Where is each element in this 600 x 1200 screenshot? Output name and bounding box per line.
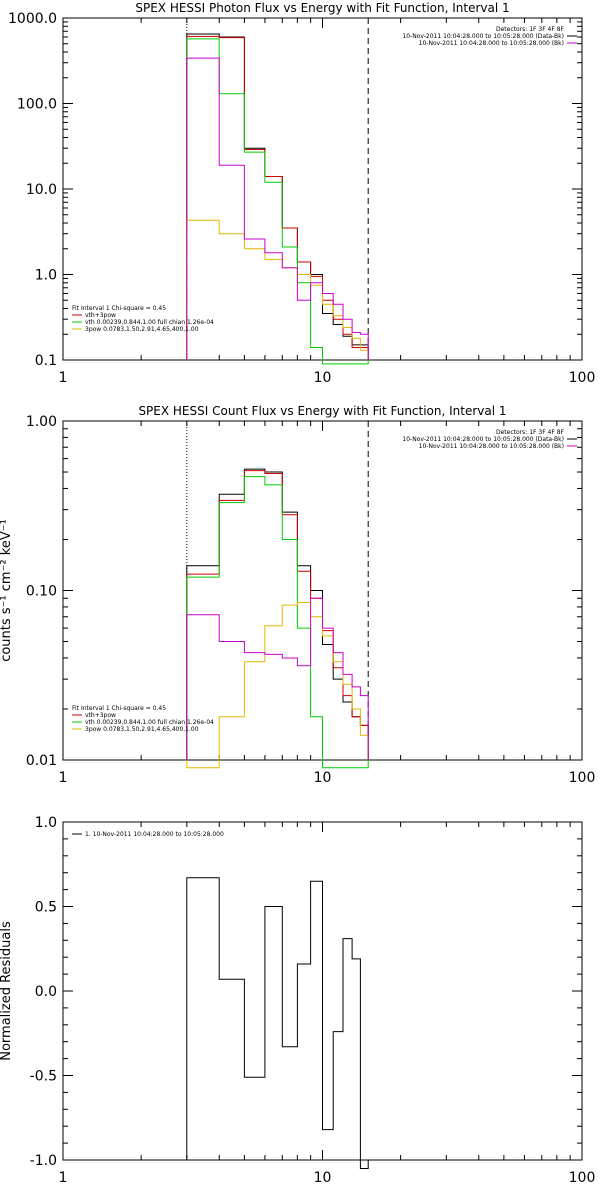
x-tick-label: 100 xyxy=(569,1170,596,1186)
legend-entry-label: 3pow 0.0783,1.50,2.91,4.65,400,1.00 xyxy=(85,326,199,333)
y-tick-label: 1.00 xyxy=(26,414,57,430)
legend-entry-label: 3pow 0.0783,1.50,2.91,4.65,400,1.00 xyxy=(85,726,199,733)
x-tick-label: 10 xyxy=(314,370,332,386)
x-tick-label: 1 xyxy=(59,770,68,786)
series-1-step-line xyxy=(186,877,369,1169)
legend-header: Fit Interval 1 Chi-square = 0.45 xyxy=(72,305,166,312)
chart-panel-1: SPEX HESSI Photon Flux vs Energy with Fi… xyxy=(8,1,595,386)
chart-panel-2: SPEX HESSI Count Flux vs Energy with Fit… xyxy=(0,404,595,786)
chart-panel-3: 1 10 100 -1.0 -0.5 0.0 0.5 1.0 Normalized Residu… xyxy=(0,815,595,1186)
y-axis-label: Normalized Residuals xyxy=(0,921,14,1061)
x-tick-label: 1 xyxy=(59,1170,68,1186)
series-3-step-line xyxy=(186,38,369,365)
y-tick-label: 0.5 xyxy=(35,900,57,916)
legend-header: Fit Interval 1 Chi-square = 0.45 xyxy=(72,705,166,712)
legend-entry-label: 10-Nov-2011 10:04:28.000 to 10:05:28.000… xyxy=(419,40,564,47)
legend-header: Detectors: 1F 3F 4F 8F xyxy=(496,429,565,436)
y-tick-label: 0.1 xyxy=(35,353,57,369)
y-tick-label: -1.0 xyxy=(30,1153,57,1169)
chart-title: SPEX HESSI Photon Flux vs Energy with Fi… xyxy=(135,1,509,15)
y-tick-label: 1.0 xyxy=(35,815,57,831)
y-tick-label: 0.01 xyxy=(26,753,57,769)
series-3-step-line xyxy=(186,476,369,769)
series-5-step-line xyxy=(186,597,369,760)
legend-entry-label: 10-Nov-2011 10:04:28.000 to 10:05:28.000… xyxy=(402,436,564,443)
series-2-step-line xyxy=(186,35,369,360)
legend-entry-label: vth+3pow xyxy=(85,312,116,319)
legend-entry-label: vth+3pow xyxy=(85,712,116,719)
legend-entry-label: vth 0.00239,0.844,1.00 full chian 1.26e-… xyxy=(85,719,214,726)
legend-entry-label: 1. 10-Nov-2011 10:04:28.000 to 10:05:28.… xyxy=(85,831,224,838)
legend-entry-label: 10-Nov-2011 10:04:28.000 to 10:05:28.000… xyxy=(419,443,564,450)
series-1-step-line xyxy=(186,33,369,360)
series-4-step-line xyxy=(186,219,369,360)
y-tick-label: 10.0 xyxy=(26,182,57,198)
x-tick-label: 10 xyxy=(314,770,332,786)
x-tick-label: 1 xyxy=(59,370,68,386)
y-tick-label: 0.10 xyxy=(26,584,57,600)
series-4-step-line xyxy=(186,602,369,769)
x-tick-label: 100 xyxy=(569,370,596,386)
y-tick-label: 1000.0 xyxy=(8,11,57,27)
series-2-step-line xyxy=(186,470,369,760)
y-tick-label: -0.5 xyxy=(30,1069,57,1085)
y-axis-label: counts s⁻¹ cm⁻² keV⁻¹ xyxy=(0,519,14,662)
y-tick-label: 1.0 xyxy=(35,268,57,284)
y-tick-label: 0.0 xyxy=(35,984,57,1000)
x-tick-label: 100 xyxy=(569,770,596,786)
x-tick-label: 10 xyxy=(314,1170,332,1186)
chart-title: SPEX HESSI Count Flux vs Energy with Fit… xyxy=(138,404,506,418)
series-5-step-line xyxy=(186,57,369,360)
y-tick-label: 100.0 xyxy=(17,97,57,113)
legend-header: Detectors: 1F 3F 4F 8F xyxy=(496,26,565,33)
legend-entry-label: 10-Nov-2011 10:04:28.000 to 10:05:28.000… xyxy=(402,33,564,40)
legend-entry-label: vth 0.00239,0.844,1.00 full chian 1.26e-… xyxy=(85,319,214,326)
